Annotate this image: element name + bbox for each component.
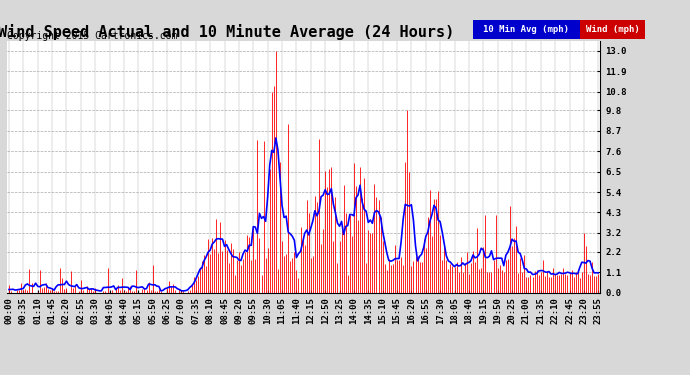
Text: Copyright 2015 Cartronics.com: Copyright 2015 Cartronics.com: [7, 32, 177, 41]
Title: Wind Speed Actual and 10 Minute Average (24 Hours)  (New)  20150925: Wind Speed Actual and 10 Minute Average …: [0, 24, 609, 40]
Text: 10 Min Avg (mph): 10 Min Avg (mph): [483, 25, 569, 34]
Text: Wind (mph): Wind (mph): [586, 25, 639, 34]
